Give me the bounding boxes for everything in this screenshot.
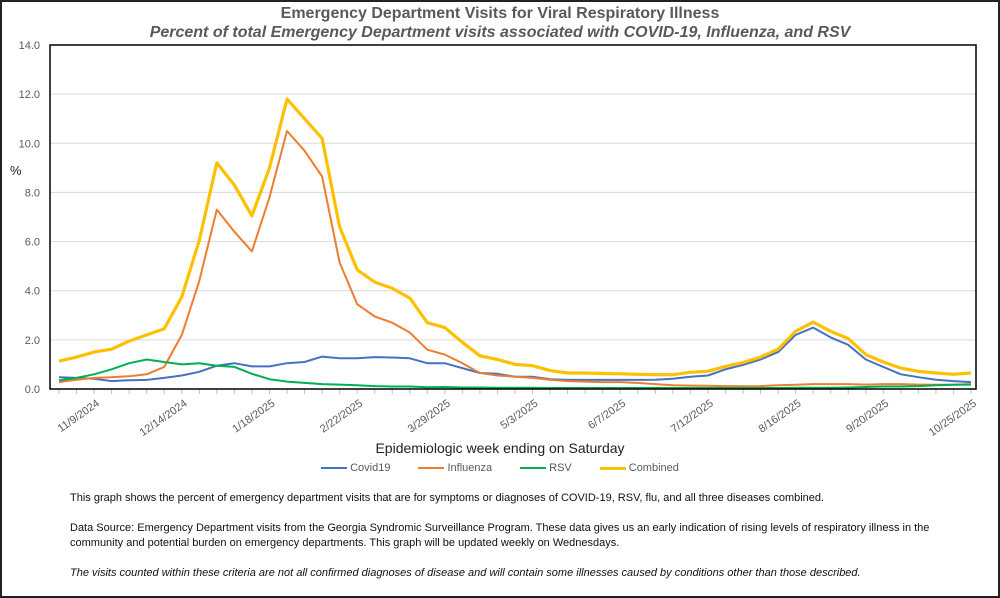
- x-tick-label: 10/25/2025: [927, 398, 979, 439]
- series-line-covid19: [58, 326, 972, 384]
- legend-swatch: [321, 467, 348, 469]
- y-tick-label: 2.0: [25, 335, 40, 347]
- legend-label: RSV: [549, 462, 572, 474]
- x-tick-label: 11/9/2024: [56, 398, 102, 435]
- x-tick-label: 5/3/2025: [498, 398, 540, 432]
- legend-label: Combined: [628, 462, 679, 474]
- y-tick-label: 10.0: [19, 138, 40, 150]
- legend-swatch: [599, 466, 626, 470]
- legend-swatch: [418, 467, 445, 469]
- note-description: This graph shows the percent of emergenc…: [70, 492, 825, 504]
- x-tick-label: 8/16/2025: [756, 398, 803, 436]
- legend-swatch: [520, 467, 547, 469]
- x-axis-title: Epidemiologic week ending on Saturday: [375, 440, 625, 456]
- note-data-source: Data Source: Emergency Department visits…: [70, 522, 930, 549]
- series-line-rsv: [58, 358, 972, 389]
- notes: This graph shows the percent of emergenc…: [70, 491, 970, 596]
- series-line-combined: [58, 97, 972, 377]
- series-line-influenza: [58, 130, 972, 388]
- x-tick-label: 12/14/2024: [138, 398, 190, 439]
- y-axis-label: %: [10, 163, 22, 178]
- chart-title: Emergency Department Visits for Viral Re…: [280, 5, 720, 22]
- y-tick-label: 8.0: [25, 187, 40, 199]
- legend-item-combined: Combined: [599, 462, 679, 474]
- x-tick-label: 2/22/2025: [318, 398, 365, 436]
- chart-subtitle: Percent of total Emergency Department vi…: [149, 24, 851, 41]
- legend-item-covid19: Covid19: [321, 462, 390, 474]
- plot-area-border: [49, 44, 977, 390]
- x-tick-label: 1/18/2025: [230, 398, 277, 436]
- note-disclaimer: The visits counted within these criteria…: [70, 567, 861, 579]
- x-tick-label: 7/12/2025: [669, 398, 716, 436]
- line-chart: 0.0 2.0 4.0 6.0 8.0 10.0 12.0 14.0% 11/9/2024 12/…: [10, 40, 979, 439]
- y-tick-label: 0.0: [25, 384, 40, 396]
- y-tick-label: 6.0: [25, 237, 40, 249]
- y-tick-label: 4.0: [25, 286, 40, 298]
- x-tick-label: 9/20/2025: [844, 398, 891, 436]
- legend-label: Covid19: [350, 462, 391, 474]
- y-tick-label: 14.0: [19, 40, 40, 52]
- legend: Covid19 Influenza RSV Combined: [0, 462, 1000, 474]
- legend-item-rsv: RSV: [520, 462, 572, 474]
- x-tick-label: 3/29/2025: [406, 398, 453, 436]
- legend-label: Influenza: [447, 462, 493, 474]
- legend-item-influenza: Influenza: [418, 462, 492, 474]
- x-tick-label: 6/7/2025: [586, 398, 628, 432]
- y-tick-label: 12.0: [19, 89, 40, 101]
